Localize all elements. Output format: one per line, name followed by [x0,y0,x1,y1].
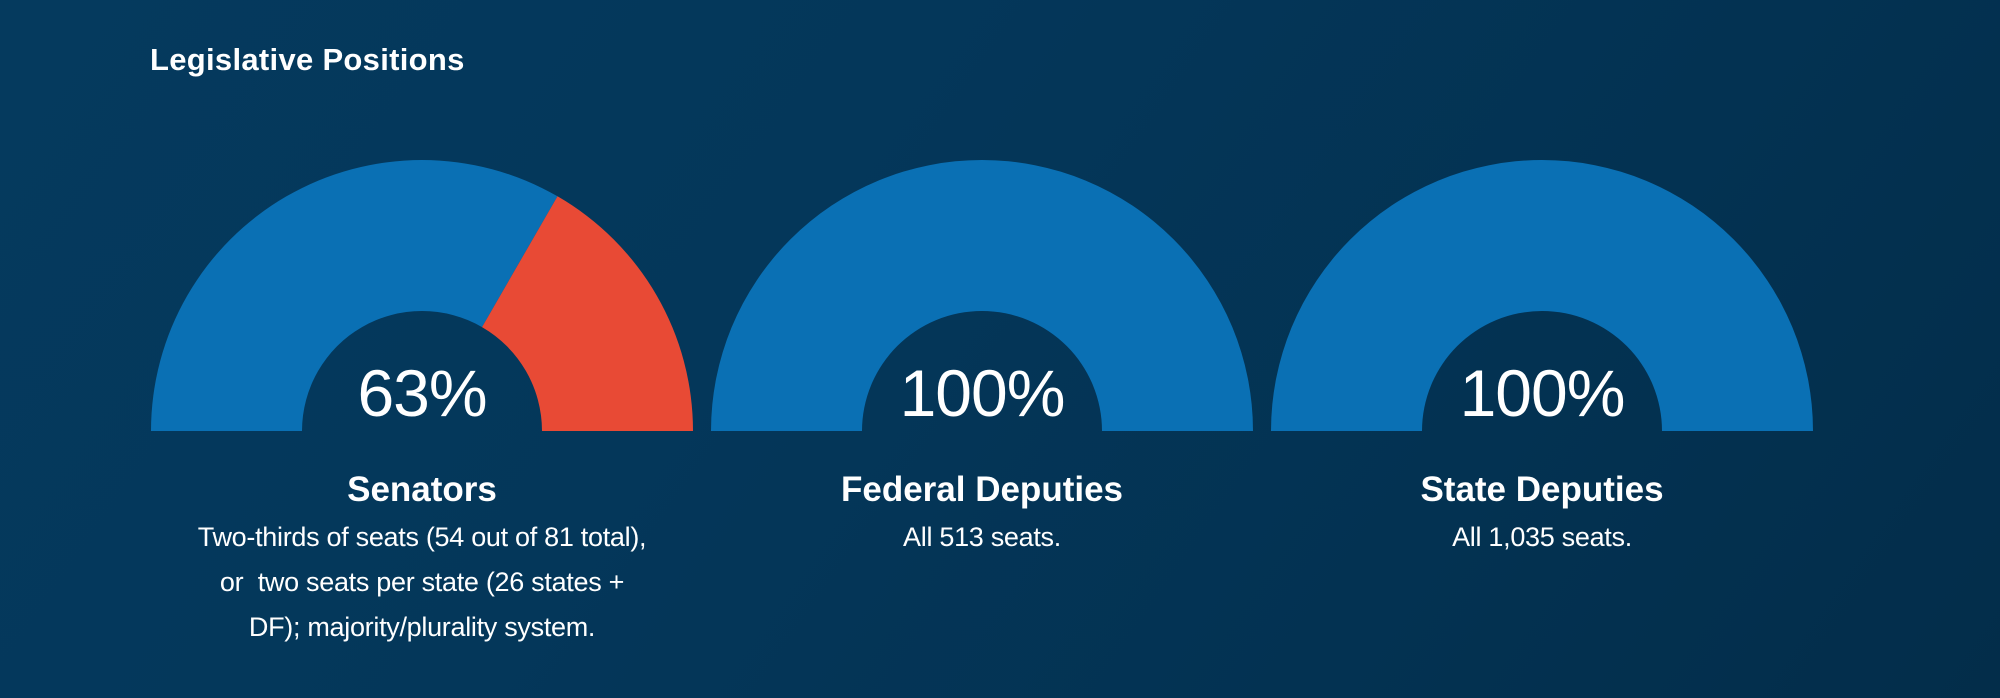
gauge-description-line: DF); majority/plurality system. [248,612,596,642]
gauge-percent-label: 100% [899,356,1066,430]
gauge-description: All 513 seats. [903,515,1061,560]
gauge-segment-filled [151,160,558,431]
gauge-percent-label: 63% [357,356,487,430]
gauge-title: Senators [347,470,497,509]
gauge-segment-remainder [482,196,693,431]
gauge-description: Two-thirds of seats (54 out of 81 total)… [197,515,647,650]
gauge-description-line: All 1,035 seats. [1452,522,1632,552]
gauge-svg-state-deputies [1271,160,1813,431]
gauge-svg-senators [151,160,693,431]
gauge-segment-filled [1271,160,1813,431]
gauge-svg-federal-deputies [711,160,1253,431]
gauge-row: 63% Senators Two-thirds of seats (54 out o… [142,159,1822,650]
gauge-senators: 63% Senators Two-thirds of seats (54 out o… [142,159,702,650]
gauge-description-line: or two seats per state (26 states + [219,567,625,597]
gauge-federal-deputies: 100% Federal Deputies All 513 seats. [702,159,1262,650]
gauge-state-deputies: 100% State Deputies All 1,035 seats. [1262,159,1822,650]
gauge-chart-federal-deputies: 100% [702,159,1262,431]
gauge-chart-senators: 63% [142,159,702,431]
gauge-description-line: All 513 seats. [903,522,1061,552]
gauge-segment-filled [711,160,1253,431]
page-title: Legislative Positions [150,42,465,77]
gauge-chart-state-deputies: 100% [1262,159,1822,431]
gauge-title: State Deputies [1420,470,1664,509]
gauge-description: All 1,035 seats. [1452,515,1632,560]
gauge-percent-label: 100% [1459,356,1626,430]
gauge-description-line: Two-thirds of seats (54 out of 81 total)… [197,522,647,552]
gauge-title: Federal Deputies [840,470,1124,509]
